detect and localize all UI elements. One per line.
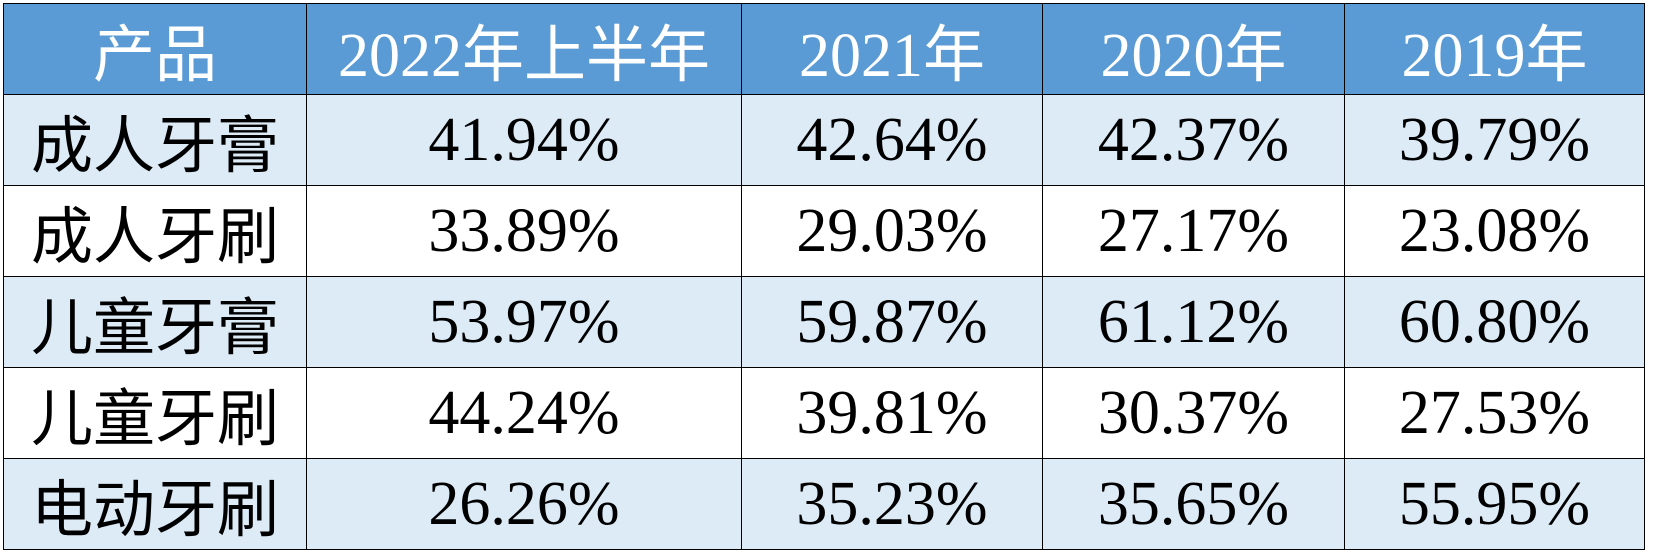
cell: 35.65% — [1042, 458, 1345, 550]
column-header: 2021年 — [741, 3, 1043, 95]
column-header: 2019年 — [1344, 3, 1645, 95]
table-row: 儿童牙刷 44.24% 39.81% 30.37% 27.53% — [3, 367, 1645, 459]
table-header: 产品 2022年上半年 2021年 2020年 2019年 — [3, 3, 1645, 95]
column-header: 产品 — [3, 3, 307, 95]
cell: 41.94% — [306, 94, 742, 186]
column-header: 2020年 — [1042, 3, 1345, 95]
cell: 33.89% — [306, 185, 742, 277]
cell: 42.37% — [1042, 94, 1345, 186]
cell: 59.87% — [741, 276, 1043, 368]
cell: 39.81% — [741, 367, 1043, 459]
table-row: 儿童牙膏 53.97% 59.87% 61.12% 60.80% — [3, 276, 1645, 368]
cell: 44.24% — [306, 367, 742, 459]
row-label: 成人牙膏 — [3, 94, 307, 186]
data-table: 产品 2022年上半年 2021年 2020年 2019年 成人牙膏 41.94% 42.6… — [3, 3, 1645, 550]
cell: 35.23% — [741, 458, 1043, 550]
cell: 60.80% — [1344, 276, 1645, 368]
cell: 61.12% — [1042, 276, 1345, 368]
header-row: 产品 2022年上半年 2021年 2020年 2019年 — [3, 3, 1645, 95]
cell: 23.08% — [1344, 185, 1645, 277]
cell: 27.17% — [1042, 185, 1345, 277]
cell: 53.97% — [306, 276, 742, 368]
row-label: 儿童牙刷 — [3, 367, 307, 459]
cell: 26.26% — [306, 458, 742, 550]
cell: 39.79% — [1344, 94, 1645, 186]
cell: 27.53% — [1344, 367, 1645, 459]
cell: 29.03% — [741, 185, 1043, 277]
table-row: 成人牙膏 41.94% 42.64% 42.37% 39.79% — [3, 94, 1645, 186]
cell: 42.64% — [741, 94, 1043, 186]
column-header: 2022年上半年 — [306, 3, 742, 95]
cell: 30.37% — [1042, 367, 1345, 459]
table-body: 成人牙膏 41.94% 42.64% 42.37% 39.79% 成人牙刷 33.89% 29… — [3, 94, 1645, 550]
page: {"table": { "columns": ["产品", "2022年上半年"… — [3, 3, 1645, 550]
row-label: 电动牙刷 — [3, 458, 307, 550]
row-label: 成人牙刷 — [3, 185, 307, 277]
table-row: 成人牙刷 33.89% 29.03% 27.17% 23.08% — [3, 185, 1645, 277]
row-label: 儿童牙膏 — [3, 276, 307, 368]
table-row: 电动牙刷 26.26% 35.23% 35.65% 55.95% — [3, 458, 1645, 550]
cell: 55.95% — [1344, 458, 1645, 550]
